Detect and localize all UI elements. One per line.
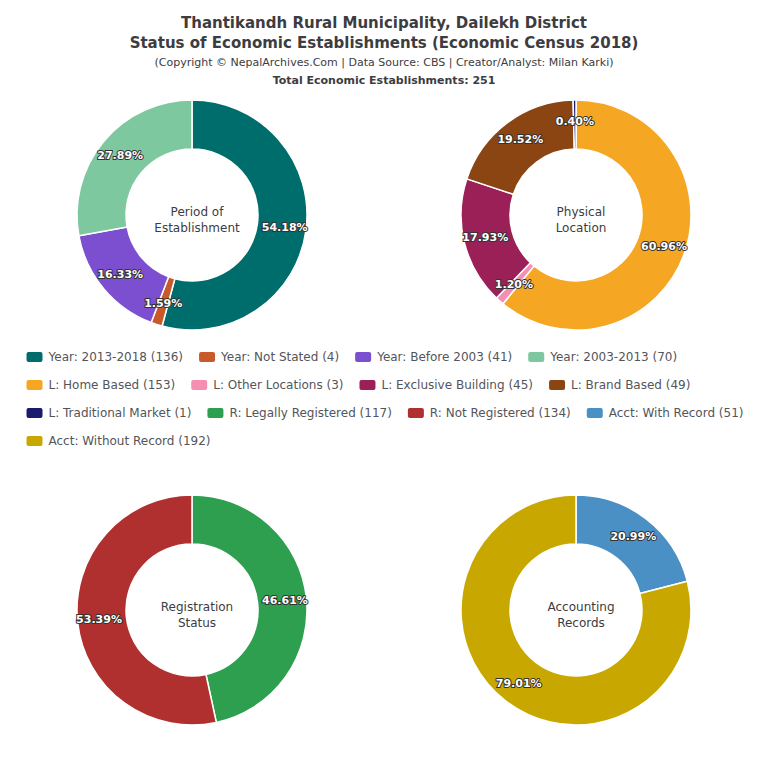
- svg-text:Status: Status: [178, 616, 216, 630]
- svg-text:Year: Before 2003 (41): Year: Before 2003 (41): [376, 350, 512, 364]
- svg-text:Thantikandh Rural Municipality: Thantikandh Rural Municipality, Dailekh …: [181, 14, 587, 32]
- svg-text:(Copyright © NepalArchives.Com: (Copyright © NepalArchives.Com | Data So…: [154, 56, 613, 69]
- svg-text:L: Traditional Market (1): L: Traditional Market (1): [49, 406, 192, 420]
- svg-text:54.18%: 54.18%: [262, 221, 308, 234]
- svg-text:Total Economic Establishments:: Total Economic Establishments: 251: [273, 74, 496, 87]
- svg-text:1.59%: 1.59%: [144, 297, 182, 310]
- svg-text:79.01%: 79.01%: [496, 677, 542, 690]
- svg-text:0.40%: 0.40%: [556, 115, 594, 128]
- svg-text:16.33%: 16.33%: [97, 268, 143, 281]
- svg-text:1.20%: 1.20%: [495, 278, 533, 291]
- svg-text:Establishment: Establishment: [154, 221, 240, 235]
- svg-text:53.39%: 53.39%: [76, 613, 122, 626]
- svg-text:Registration: Registration: [161, 600, 233, 614]
- svg-text:Physical: Physical: [557, 205, 606, 219]
- svg-text:Acct: Without Record (192): Acct: Without Record (192): [49, 434, 211, 448]
- svg-text:L: Other Locations (3): L: Other Locations (3): [213, 378, 343, 392]
- svg-text:27.89%: 27.89%: [97, 149, 143, 162]
- svg-text:Acct: With Record (51): Acct: With Record (51): [609, 406, 744, 420]
- svg-text:Year: Not Stated (4): Year: Not Stated (4): [220, 350, 339, 364]
- svg-text:Records: Records: [557, 616, 605, 630]
- svg-text:Year: 2003-2013 (70): Year: 2003-2013 (70): [549, 350, 677, 364]
- svg-text:60.96%: 60.96%: [641, 240, 687, 253]
- svg-text:20.99%: 20.99%: [610, 530, 656, 543]
- svg-text:19.52%: 19.52%: [497, 133, 543, 146]
- svg-text:17.93%: 17.93%: [462, 231, 508, 244]
- svg-text:Year: 2013-2018 (136): Year: 2013-2018 (136): [48, 350, 184, 364]
- svg-text:46.61%: 46.61%: [262, 594, 308, 607]
- svg-text:R: Legally Registered (117): R: Legally Registered (117): [229, 406, 391, 420]
- svg-text:L: Exclusive Building (45): L: Exclusive Building (45): [381, 378, 533, 392]
- svg-text:Period of: Period of: [171, 205, 225, 219]
- svg-text:L: Brand Based (49): L: Brand Based (49): [571, 378, 690, 392]
- svg-text:L: Home Based (153): L: Home Based (153): [49, 378, 176, 392]
- svg-text:R: Not Registered (134): R: Not Registered (134): [430, 406, 571, 420]
- svg-text:Status of Economic Establishme: Status of Economic Establishments (Econo…: [130, 34, 639, 52]
- svg-text:Accounting: Accounting: [547, 600, 614, 614]
- svg-text:Location: Location: [556, 221, 607, 235]
